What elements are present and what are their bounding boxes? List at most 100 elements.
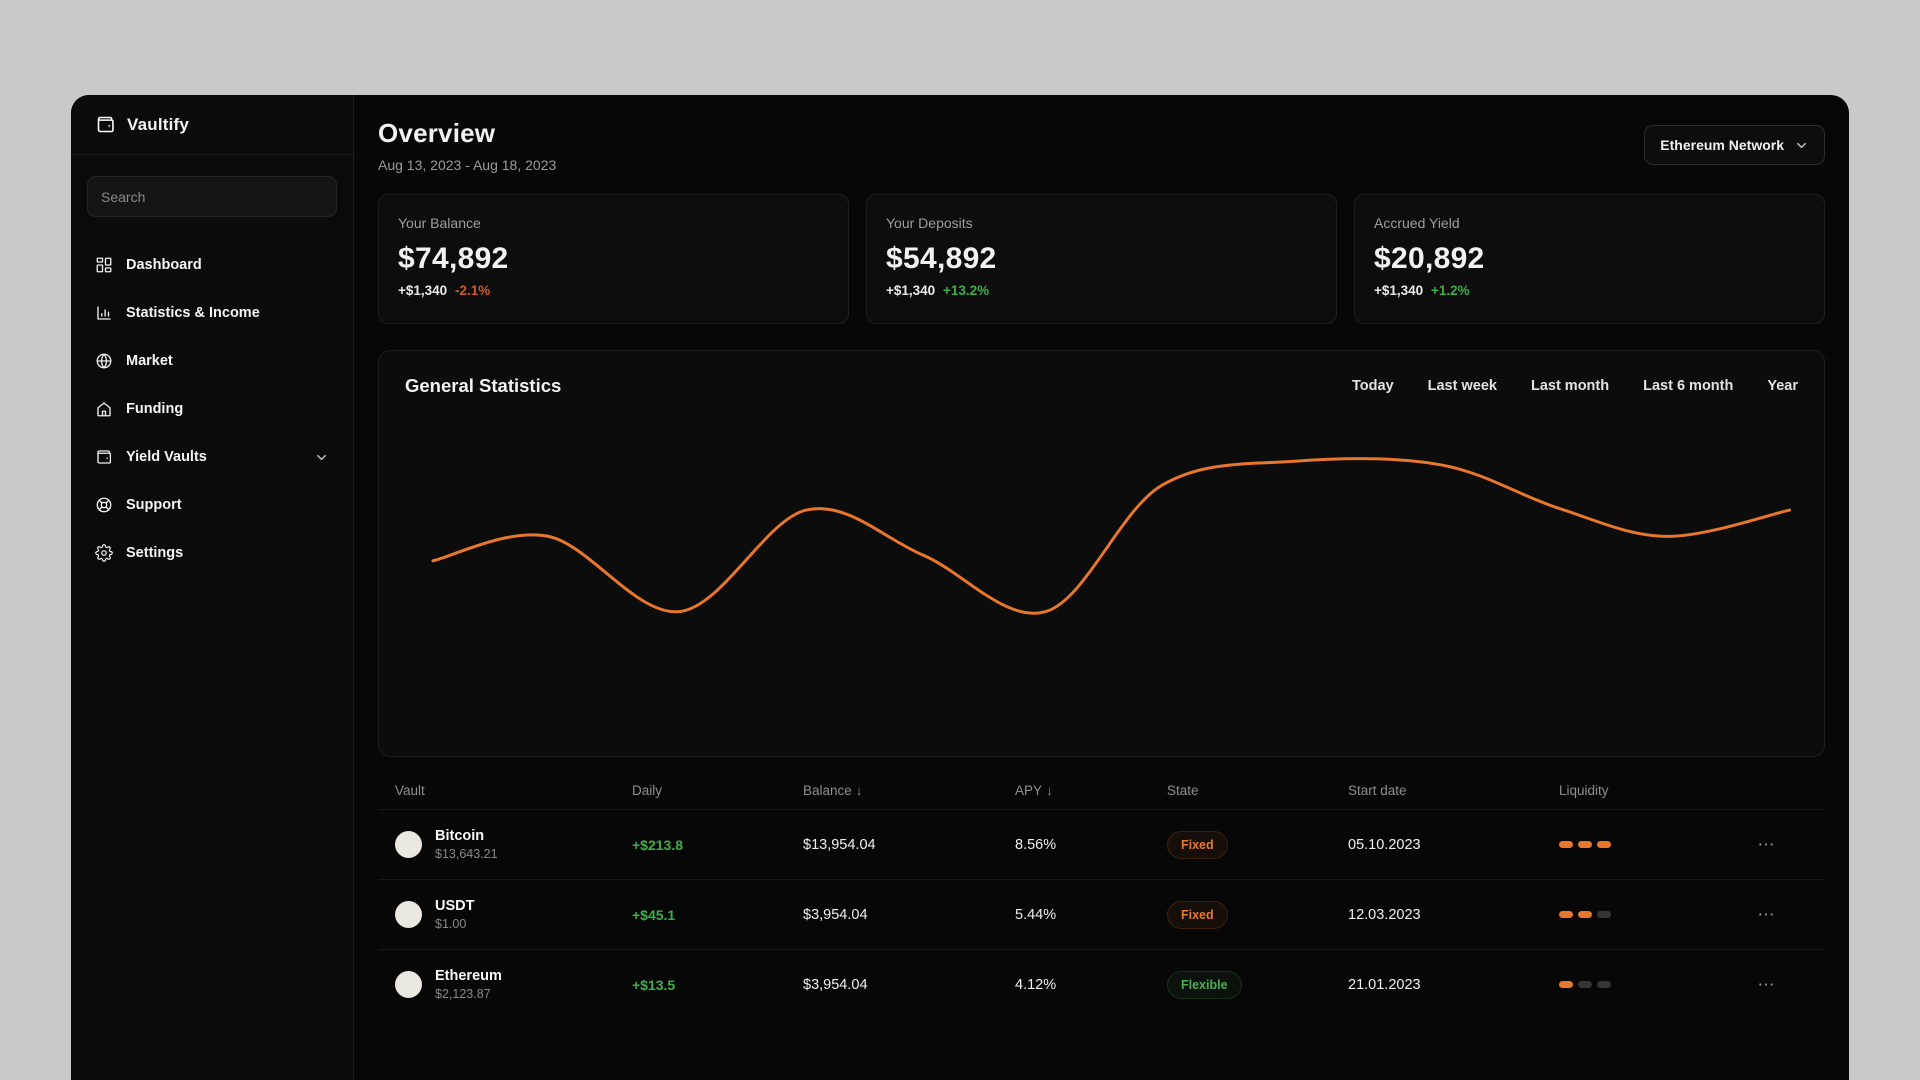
sidebar-item-label: Funding [126,401,184,417]
filter-today[interactable]: Today [1352,378,1394,394]
sidebar-item-yield-vaults[interactable]: Yield Vaults [71,433,353,481]
sidebar-item-funding[interactable]: Funding [71,385,353,433]
state-badge: Flexible [1167,970,1242,999]
coin-avatar [395,901,422,928]
table-row[interactable]: USDT $1.00 +$45.1 $3,954.04 5.44% Fixed … [378,879,1825,949]
chevron-down-icon [314,450,329,465]
coin-avatar [395,831,422,858]
balance-value: $3,954.04 [803,906,868,923]
liquidity-indicator [1559,981,1708,988]
vault-name: Bitcoin [435,828,485,844]
apy-value: 5.44% [1015,906,1057,923]
delta-amount: +$1,340 [398,283,448,298]
table-header: Vault Daily Balance ↓ APY ↓ State Start da… [378,771,1825,809]
column-header-balance[interactable]: Balance ↓ [803,782,863,798]
sidebar-item-dashboard[interactable]: Dashboard [71,241,353,289]
app-title: Vaultify [127,114,190,134]
liquidity-indicator [1559,841,1708,848]
liquidity-dot-inactive [1597,981,1611,988]
network-selector-label: Ethereum Network [1660,137,1784,153]
bar-chart-icon [95,304,113,322]
column-header-apy[interactable]: APY ↓ [1015,782,1053,798]
stat-card-deposits: Your Deposits $54,892 +$1,340 +13.2% [866,194,1337,324]
general-statistics-panel: General Statistics Today Last week Last … [378,350,1825,757]
liquidity-dot-active [1597,841,1611,848]
chart-line-series [431,457,1792,615]
dashboard-icon [95,256,113,274]
app-window: Vaultify Dashboard Statisti [71,95,1849,1080]
globe-icon [95,352,113,370]
stat-delta: +$1,340 +1.2% [1374,283,1805,298]
balance-value: $13,954.04 [803,836,876,853]
page-title: Overview [378,118,496,148]
delta-percent: +1.2% [1430,283,1470,298]
network-selector-button[interactable]: Ethereum Network [1644,125,1825,165]
column-header-vault[interactable]: Vault [395,782,425,798]
sidebar-item-settings[interactable]: Settings [71,529,353,577]
daily-change: +$213.8 [632,836,683,853]
liquidity-dot-inactive [1578,981,1592,988]
column-header-state[interactable]: State [1167,782,1199,798]
stat-label: Your Deposits [886,215,973,231]
row-more-button[interactable]: ⋯ [1757,904,1776,924]
filter-last-week[interactable]: Last week [1427,378,1497,394]
liquidity-indicator [1559,911,1708,918]
chart-title: General Statistics [405,375,562,396]
line-chart [405,405,1798,746]
chevron-down-icon [1794,138,1809,153]
sidebar-item-label: Support [126,497,182,513]
app-logo: Vaultify [71,95,353,155]
sidebar-item-market[interactable]: Market [71,337,353,385]
column-header-start-date[interactable]: Start date [1348,782,1407,798]
sidebar: Vaultify Dashboard Statisti [71,95,354,1080]
start-date: 12.03.2023 [1348,906,1421,923]
sidebar-item-support[interactable]: Support [71,481,353,529]
sidebar-item-label: Statistics & Income [126,305,260,321]
filter-last-month[interactable]: Last month [1530,378,1610,394]
wallet-logo-icon [95,114,116,135]
stat-label: Your Balance [398,215,481,231]
sidebar-item-label: Market [126,353,173,369]
vault-name: Ethereum [435,968,502,984]
row-more-button[interactable]: ⋯ [1757,834,1776,854]
page-header: Overview Aug 13, 2023 - Aug 18, 2023 Eth… [378,95,1825,173]
chart-time-filters: Today Last week Last month Last 6 month … [1352,378,1798,394]
lifebuoy-icon [95,496,113,514]
filter-year[interactable]: Year [1767,378,1798,394]
state-badge: Fixed [1167,830,1228,859]
daily-change: +$13.5 [632,976,676,993]
stat-delta: +$1,340 +13.2% [886,283,1317,298]
daily-change: +$45.1 [632,906,676,923]
table-row[interactable]: Bitcoin $13,643.21 +$213.8 $13,954.04 8.… [378,809,1825,879]
sidebar-nav: Dashboard Statistics & Income Market [71,241,353,577]
gear-icon [95,544,113,562]
table-row[interactable]: Ethereum $2,123.87 +$13.5 $3,954.04 4.12… [378,949,1825,1019]
filter-last-6-month[interactable]: Last 6 month [1643,378,1734,394]
liquidity-dot-active [1578,841,1592,848]
apy-value: 4.12% [1015,976,1057,993]
vault-price: $1.00 [435,917,467,931]
vault-price: $13,643.21 [435,847,498,861]
delta-percent: -2.1% [454,283,491,298]
coin-avatar [395,971,422,998]
sidebar-item-label: Yield Vaults [126,449,207,465]
start-date: 05.10.2023 [1348,836,1421,853]
stat-card-balance: Your Balance $74,892 +$1,340 -2.1% [378,194,849,324]
balance-value: $3,954.04 [803,976,868,993]
stat-delta: +$1,340 -2.1% [398,283,829,298]
liquidity-dot-active [1559,981,1573,988]
liquidity-dot-active [1559,911,1573,918]
main-content: Overview Aug 13, 2023 - Aug 18, 2023 Eth… [354,95,1849,1080]
stat-label: Accrued Yield [1374,215,1460,231]
row-more-button[interactable]: ⋯ [1757,974,1776,994]
column-header-daily[interactable]: Daily [632,782,663,798]
column-header-liquidity[interactable]: Liquidity [1559,782,1609,798]
home-icon [95,400,113,418]
stat-value: $74,892 [398,242,509,275]
stat-card-accrued-yield: Accrued Yield $20,892 +$1,340 +1.2% [1354,194,1825,324]
apy-value: 8.56% [1015,836,1057,853]
search-input[interactable] [87,176,337,217]
sidebar-item-statistics-income[interactable]: Statistics & Income [71,289,353,337]
delta-amount: +$1,340 [886,283,936,298]
stat-value: $20,892 [1374,242,1485,275]
